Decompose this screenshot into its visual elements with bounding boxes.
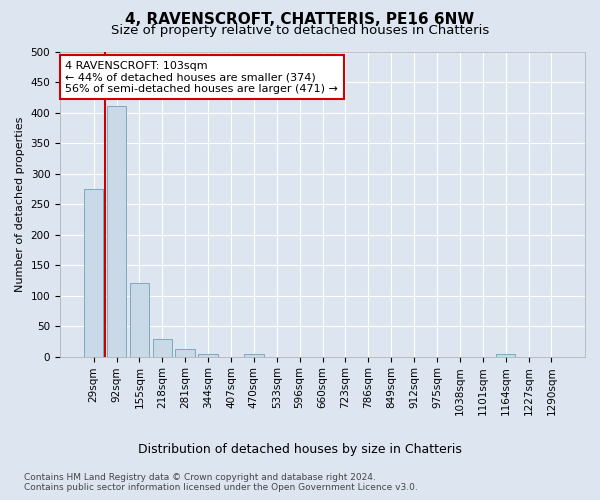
Bar bbox=[152, 340, 172, 356]
Text: Contains HM Land Registry data © Crown copyright and database right 2024.: Contains HM Land Registry data © Crown c… bbox=[24, 472, 376, 482]
Bar bbox=[107, 106, 126, 356]
Text: Contains public sector information licensed under the Open Government Licence v3: Contains public sector information licen… bbox=[24, 482, 418, 492]
Bar bbox=[130, 284, 149, 356]
Bar bbox=[175, 348, 195, 356]
Bar bbox=[244, 354, 263, 356]
Text: 4, RAVENSCROFT, CHATTERIS, PE16 6NW: 4, RAVENSCROFT, CHATTERIS, PE16 6NW bbox=[125, 12, 475, 28]
Bar bbox=[84, 189, 103, 356]
Text: Size of property relative to detached houses in Chatteris: Size of property relative to detached ho… bbox=[111, 24, 489, 37]
Y-axis label: Number of detached properties: Number of detached properties bbox=[15, 116, 25, 292]
Bar bbox=[199, 354, 218, 356]
Text: 4 RAVENSCROFT: 103sqm
← 44% of detached houses are smaller (374)
56% of semi-det: 4 RAVENSCROFT: 103sqm ← 44% of detached … bbox=[65, 60, 338, 94]
Bar bbox=[496, 354, 515, 356]
Text: Distribution of detached houses by size in Chatteris: Distribution of detached houses by size … bbox=[138, 442, 462, 456]
